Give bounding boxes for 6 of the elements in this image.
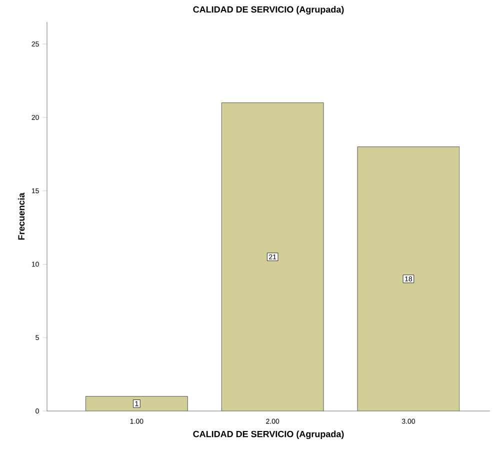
bar [357,146,460,411]
chart-title: CALIDAD DE SERVICIO (Agrupada) [193,6,344,14]
bar [221,102,324,411]
y-axis-title: Frecuencia [18,192,25,240]
x-axis-title: CALIDAD DE SERVICIO (Agrupada) [193,430,344,440]
bar [86,396,188,411]
